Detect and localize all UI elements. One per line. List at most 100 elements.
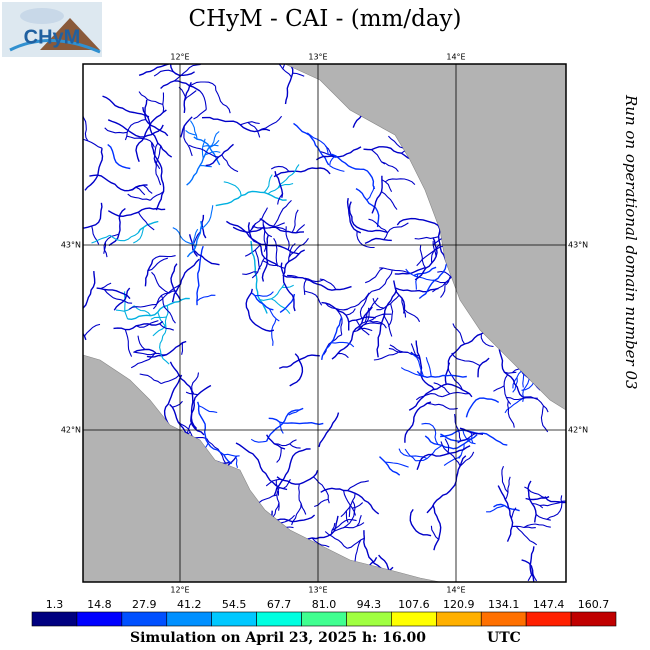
colorbar-label: 14.8 [87,598,112,611]
river [188,234,198,257]
river [507,401,515,428]
river [152,325,166,337]
river [413,266,437,277]
river [458,443,465,459]
river [451,352,481,367]
river [183,90,197,102]
river [196,294,216,302]
river [395,287,439,293]
river [271,318,277,346]
river [472,591,499,595]
river [186,147,210,186]
river [410,351,421,361]
river [133,227,145,244]
river [150,316,167,320]
colorbar: 1.3 14.8 27.9 41.2 54.5 67.7 81.0 94.3 107.6 120.… [31,598,617,627]
river [263,174,273,193]
river [437,270,452,278]
river [571,490,581,502]
river [304,290,323,306]
river [45,232,61,233]
river [319,278,337,290]
river [376,294,400,311]
colorbar-label: 54.5 [222,598,247,611]
river [396,217,442,228]
river [498,349,524,398]
river [54,228,76,238]
river [276,447,282,463]
river [83,202,103,231]
lon-label-bottom: 14°E [446,586,465,595]
river [144,259,154,287]
river [171,258,200,303]
river [277,193,283,205]
river [102,95,150,118]
colorbar-swatch [570,611,617,627]
river [347,480,369,491]
lat-label-right: 43°N [568,241,588,250]
river [135,320,159,328]
colorbar-swatch [256,611,302,627]
river [190,384,212,436]
river [262,226,287,231]
river [280,262,296,312]
colorbar-label: 147.4 [533,598,565,611]
river [304,515,339,542]
river [568,462,583,476]
river [251,257,266,279]
colorbar-label: 27.9 [132,598,157,611]
river [273,200,292,227]
river [504,397,524,414]
river [145,45,169,47]
river [371,269,393,292]
river [376,289,398,358]
colorbar-label: 107.6 [398,598,430,611]
river [172,227,194,245]
river [162,92,165,113]
river [192,248,220,266]
river [408,383,473,411]
river [401,298,407,318]
river [147,257,168,272]
river [316,146,362,161]
river [387,303,394,327]
river [353,307,370,333]
river [501,465,509,493]
river [564,378,566,390]
river [282,249,305,277]
lon-label-top: 12°E [170,53,189,62]
colorbar-label: 160.7 [578,598,610,611]
river [356,231,375,249]
river [104,127,128,134]
river [201,138,206,159]
river [379,267,411,274]
river [311,537,330,548]
river [107,207,166,218]
river [226,220,279,267]
river [271,298,291,315]
river [160,295,176,324]
river [265,407,304,442]
river [343,292,370,311]
river [364,237,392,245]
river [419,245,427,269]
river [100,282,112,290]
river [298,484,307,515]
river [348,201,388,234]
river [525,496,550,501]
river [160,374,180,385]
river [366,186,375,201]
river [329,165,345,172]
river [274,439,297,447]
river [372,298,385,309]
colorbar-swatch [301,611,347,627]
river [497,485,514,542]
river [415,340,436,391]
lat-label-left: 43°N [61,241,81,250]
river [432,504,442,551]
river [331,341,355,348]
river [444,438,450,454]
river [381,179,393,193]
river [137,211,155,231]
